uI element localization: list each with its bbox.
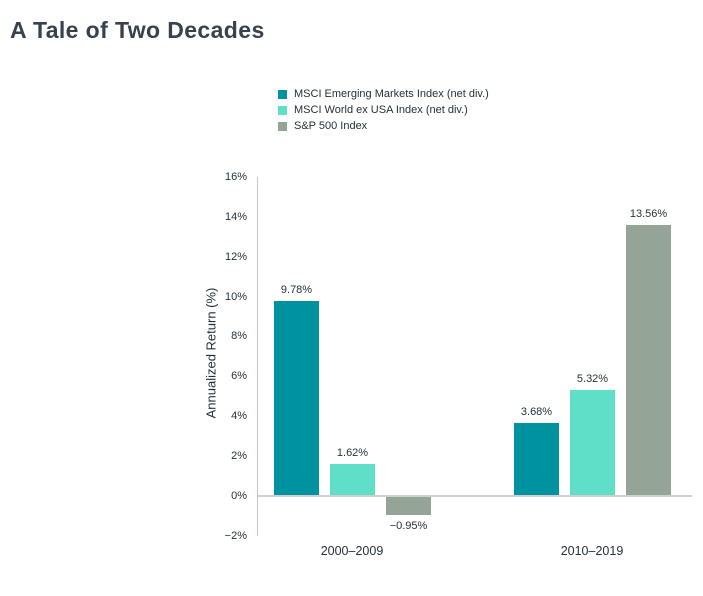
legend-item: S&P 500 Index bbox=[278, 118, 489, 134]
bar-value-label: 5.32% bbox=[576, 373, 609, 385]
y-tick-label: 6% bbox=[231, 370, 247, 382]
legend-item-label: MSCI Emerging Markets Index (net div.) bbox=[294, 88, 489, 100]
page-title: A Tale of Two Decades bbox=[10, 17, 265, 43]
legend-item: MSCI Emerging Markets Index (net div.) bbox=[278, 86, 489, 102]
legend-swatch-icon bbox=[278, 105, 287, 115]
y-tick-label: 10% bbox=[224, 291, 247, 303]
bar-3-group-1 bbox=[386, 496, 431, 515]
chart-legend: MSCI Emerging Markets Index (net div.) MS… bbox=[278, 86, 489, 134]
bar-value-label: 3.68% bbox=[520, 406, 553, 418]
y-tick-label: 12% bbox=[224, 251, 247, 263]
legend-swatch-icon bbox=[278, 89, 287, 99]
y-tick-label: 16% bbox=[224, 171, 247, 183]
y-tick-label: −2% bbox=[224, 530, 247, 542]
y-tick-label: 14% bbox=[224, 211, 247, 223]
bar-value-label: 9.78% bbox=[280, 284, 313, 296]
x-category-label: 2010–2019 bbox=[560, 544, 624, 558]
x-category-label: 2000–2009 bbox=[320, 544, 384, 558]
bar-value-label: 1.62% bbox=[336, 447, 369, 459]
legend-swatch-icon bbox=[278, 121, 287, 131]
y-axis-line bbox=[257, 177, 258, 536]
bar-1-group-1 bbox=[274, 301, 319, 496]
y-tick-label: 4% bbox=[231, 410, 247, 422]
legend-item-label: S&P 500 Index bbox=[294, 120, 368, 132]
bar-2-group-1 bbox=[330, 464, 375, 496]
legend-item-label: MSCI World ex USA Index (net div.) bbox=[294, 104, 468, 116]
legend-item: MSCI World ex USA Index (net div.) bbox=[278, 102, 489, 118]
bar-1-group-2 bbox=[514, 423, 559, 496]
y-tick-label: 0% bbox=[231, 490, 247, 502]
bar-value-label: −0.95% bbox=[389, 520, 428, 532]
bar-3-group-2 bbox=[626, 225, 671, 496]
bar-2-group-2 bbox=[570, 390, 615, 496]
bar-value-label: 13.56% bbox=[629, 208, 668, 220]
y-tick-label: 8% bbox=[231, 330, 247, 342]
y-axis-title: Annualized Return (%) bbox=[203, 287, 219, 419]
zero-baseline bbox=[257, 495, 692, 497]
y-tick-label: 2% bbox=[231, 450, 247, 462]
